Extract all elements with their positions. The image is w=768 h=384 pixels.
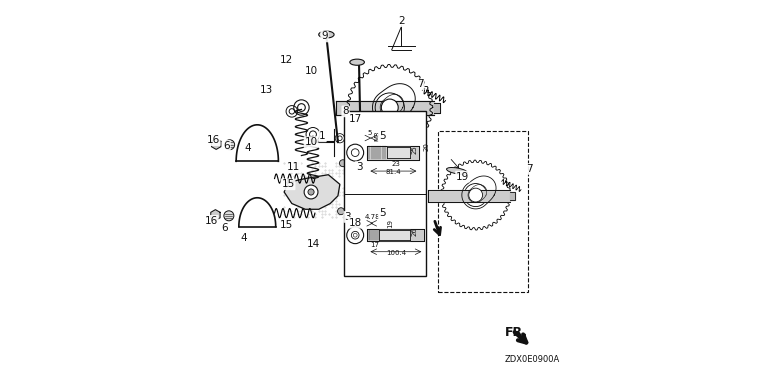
Text: 5: 5 bbox=[379, 131, 386, 141]
Text: 100.4: 100.4 bbox=[386, 250, 406, 256]
Circle shape bbox=[338, 208, 345, 215]
Text: 15: 15 bbox=[281, 179, 295, 189]
Text: 14: 14 bbox=[306, 239, 319, 249]
Text: 9: 9 bbox=[321, 31, 328, 41]
Text: 17: 17 bbox=[349, 114, 362, 124]
Polygon shape bbox=[367, 230, 424, 241]
Bar bbox=[438, 131, 528, 292]
Circle shape bbox=[304, 185, 318, 199]
Text: 6: 6 bbox=[223, 141, 230, 151]
Polygon shape bbox=[428, 190, 510, 202]
Polygon shape bbox=[211, 139, 221, 149]
Polygon shape bbox=[386, 147, 409, 158]
Polygon shape bbox=[434, 103, 439, 113]
Text: 12: 12 bbox=[280, 55, 293, 65]
Text: 10: 10 bbox=[304, 137, 318, 147]
Text: 3: 3 bbox=[356, 162, 362, 172]
Circle shape bbox=[381, 99, 398, 116]
Ellipse shape bbox=[319, 31, 334, 38]
Polygon shape bbox=[336, 101, 434, 115]
Text: 8: 8 bbox=[343, 106, 349, 116]
Polygon shape bbox=[284, 175, 339, 209]
Text: 4: 4 bbox=[244, 143, 251, 153]
Polygon shape bbox=[210, 210, 220, 220]
Text: 16: 16 bbox=[204, 216, 218, 226]
Bar bbox=[344, 111, 426, 276]
Text: ZDX0E0900A: ZDX0E0900A bbox=[505, 354, 559, 364]
Polygon shape bbox=[367, 146, 419, 160]
Text: 5: 5 bbox=[379, 208, 386, 218]
Text: 15: 15 bbox=[280, 220, 293, 230]
Text: 13: 13 bbox=[260, 85, 273, 95]
Text: 2: 2 bbox=[398, 16, 405, 26]
Circle shape bbox=[224, 211, 233, 221]
Circle shape bbox=[468, 188, 482, 202]
Text: FR.: FR. bbox=[505, 326, 528, 339]
Circle shape bbox=[224, 140, 235, 150]
Text: 19: 19 bbox=[387, 218, 392, 228]
Text: 16: 16 bbox=[207, 135, 220, 145]
Ellipse shape bbox=[350, 59, 364, 65]
Circle shape bbox=[391, 214, 400, 223]
Text: 81.4: 81.4 bbox=[386, 169, 401, 175]
Circle shape bbox=[308, 189, 314, 195]
Polygon shape bbox=[379, 230, 409, 240]
Text: 17: 17 bbox=[370, 242, 379, 248]
Polygon shape bbox=[510, 192, 515, 200]
Text: 7: 7 bbox=[527, 164, 533, 174]
Text: 10: 10 bbox=[304, 66, 318, 76]
Text: 18: 18 bbox=[349, 218, 362, 228]
Ellipse shape bbox=[446, 167, 468, 174]
Text: 3: 3 bbox=[344, 212, 351, 222]
Text: M8: M8 bbox=[374, 130, 380, 141]
Circle shape bbox=[392, 166, 402, 175]
Text: 7: 7 bbox=[417, 79, 424, 89]
Text: 23: 23 bbox=[392, 161, 400, 167]
Text: 11: 11 bbox=[287, 162, 300, 172]
Text: 5: 5 bbox=[367, 130, 372, 136]
Text: 6: 6 bbox=[221, 223, 228, 233]
Text: 20: 20 bbox=[423, 142, 429, 151]
Text: 4.78: 4.78 bbox=[364, 214, 380, 220]
Text: 1: 1 bbox=[319, 131, 326, 141]
Text: 26: 26 bbox=[412, 227, 418, 236]
Circle shape bbox=[339, 160, 346, 167]
Text: 19: 19 bbox=[456, 172, 469, 182]
Text: 25: 25 bbox=[412, 145, 418, 154]
Text: 4: 4 bbox=[240, 233, 247, 243]
